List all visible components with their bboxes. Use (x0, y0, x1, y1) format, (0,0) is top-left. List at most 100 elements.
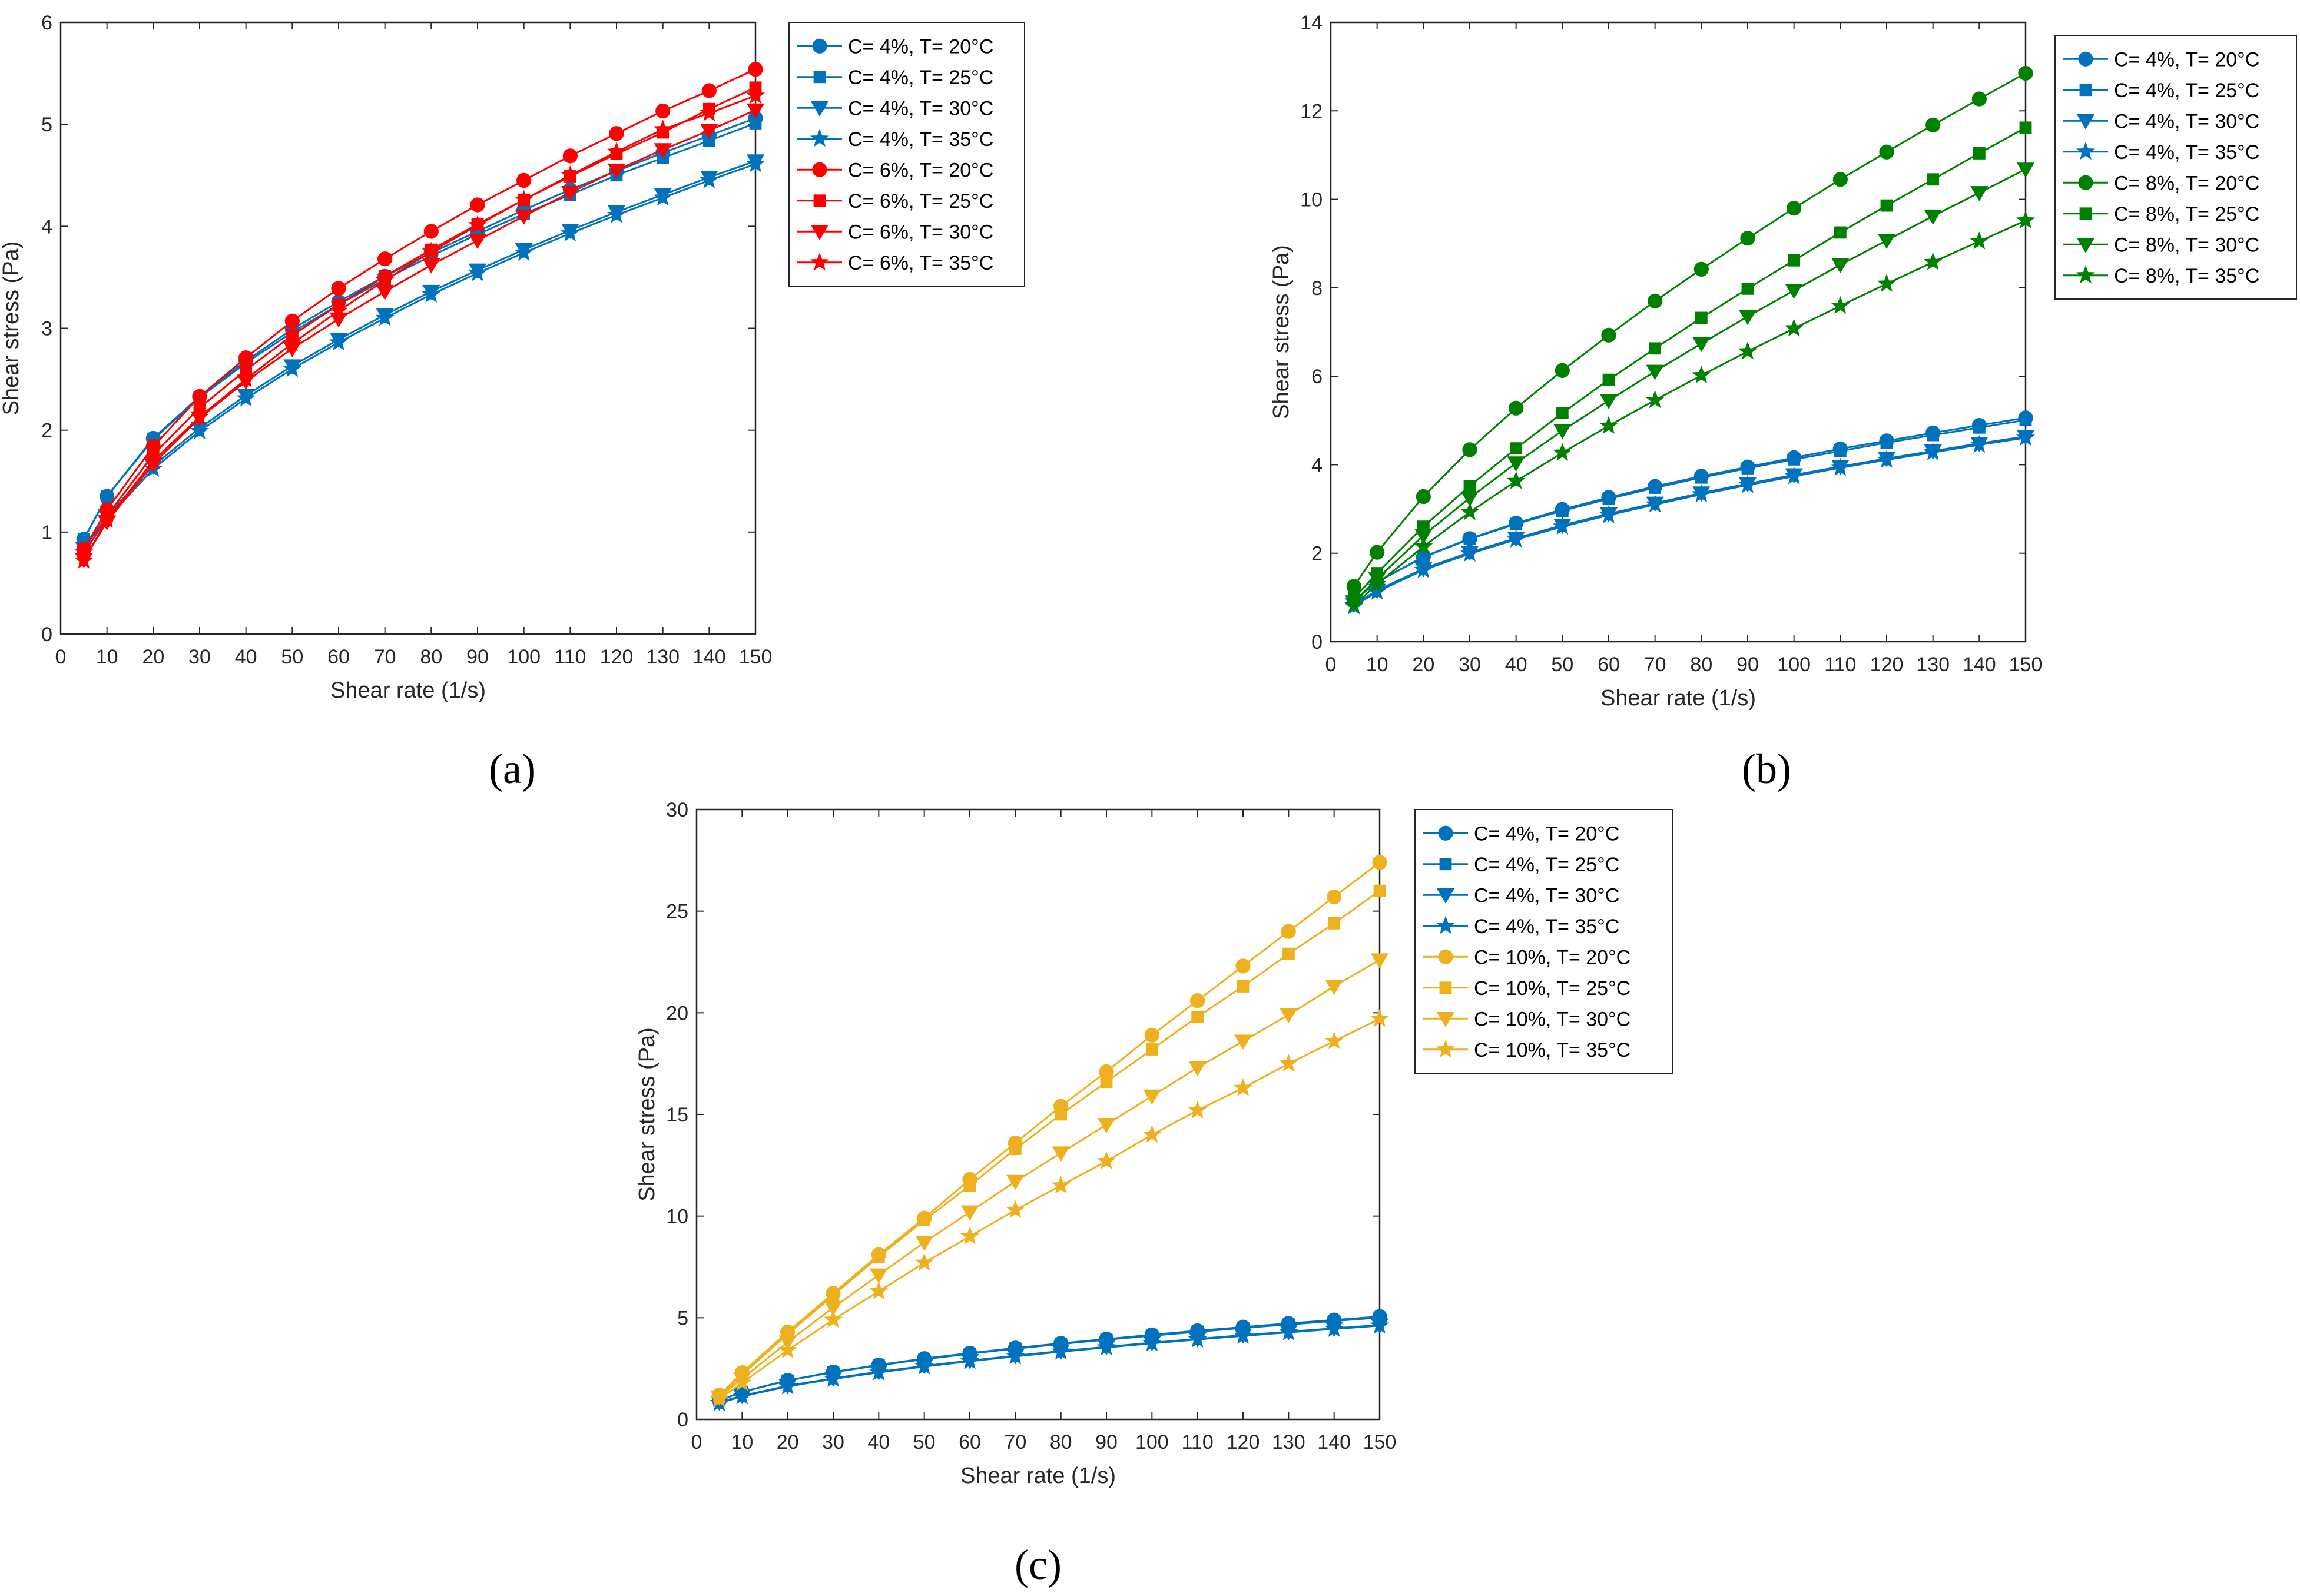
data-point (1414, 529, 1433, 545)
data-point (869, 1362, 889, 1381)
legend-marker (2076, 265, 2096, 284)
x-tick-label: 50 (1551, 653, 1573, 676)
legend-item: C= 4%, T= 30°C (1423, 884, 1619, 907)
series-line (1353, 435, 2026, 606)
data-point (701, 83, 717, 98)
data-point (514, 190, 533, 208)
data-point (1188, 1100, 1207, 1119)
data-point (2019, 121, 2032, 134)
data-point (1831, 258, 1850, 274)
series-5 (1346, 65, 2033, 594)
x-tick-label: 40 (867, 1431, 890, 1454)
data-point (746, 103, 765, 119)
legend-item: C= 6%, T= 30°C (797, 221, 993, 243)
data-point (468, 234, 487, 250)
legend-marker (2076, 114, 2095, 130)
x-tick-label: 30 (1459, 653, 1481, 676)
legend-label: C= 8%, T= 25°C (2114, 203, 2259, 225)
data-point (700, 170, 719, 189)
data-point (377, 251, 393, 267)
data-point (872, 1250, 885, 1263)
data-point (284, 313, 300, 329)
series-4 (710, 1315, 1390, 1411)
series-line (718, 890, 1380, 1398)
data-point (733, 1386, 752, 1405)
data-point (1144, 1027, 1159, 1043)
data-point (609, 126, 624, 141)
legend-item: C= 4%, T= 25°C (797, 67, 993, 89)
y-tick-label: 4 (41, 215, 52, 238)
y-tick-label: 20 (666, 1002, 688, 1024)
x-tick-label: 80 (1690, 653, 1712, 676)
data-point (607, 142, 627, 160)
data-point (1234, 1034, 1252, 1050)
data-point (1880, 199, 1893, 212)
data-point (1051, 1342, 1071, 1360)
x-tick-label: 150 (739, 646, 773, 668)
y-tick-label: 6 (1311, 366, 1323, 388)
data-point (1370, 1008, 1390, 1027)
data-point (1509, 400, 1524, 416)
series-line (83, 109, 756, 560)
data-point (1784, 466, 1804, 485)
data-point (745, 85, 765, 104)
data-point (236, 389, 256, 407)
data-point (1096, 1151, 1116, 1170)
data-point (1370, 1315, 1390, 1334)
legend-marker (812, 162, 827, 177)
data-point (1414, 560, 1433, 578)
y-tick-label: 10 (1300, 189, 1323, 211)
data-point (1553, 424, 1572, 440)
x-tick-label: 40 (1505, 653, 1527, 676)
data-point (1741, 282, 1754, 295)
data-point (1738, 341, 1758, 360)
x-tick-label: 0 (55, 646, 67, 668)
legend-item: C= 10%, T= 30°C (1423, 1008, 1630, 1030)
x-tick-label: 140 (692, 646, 726, 668)
data-point (1599, 505, 1619, 523)
data-point (562, 148, 578, 164)
series-4 (1344, 427, 2036, 615)
legend-item: C= 8%, T= 30°C (2063, 234, 2259, 256)
x-tick-label: 110 (1182, 1431, 1214, 1454)
data-point (283, 333, 302, 352)
legend-label: C= 4%, T= 20°C (848, 35, 993, 58)
plot-area (1330, 21, 2027, 643)
data-point (561, 223, 580, 242)
data-point (869, 1281, 889, 1300)
legend-label: C= 10%, T= 20°C (1474, 946, 1630, 968)
data-point (1788, 254, 1801, 267)
legend-item: C= 4%, T= 25°C (2063, 79, 2259, 102)
legend-label: C= 10%, T= 35°C (1474, 1039, 1630, 1061)
x-tick-label: 20 (1412, 653, 1434, 676)
panel-label: (a) (489, 745, 536, 792)
legend-item: C= 4%, T= 20°C (1423, 822, 1619, 845)
x-tick-label: 50 (913, 1431, 936, 1454)
data-point (607, 205, 627, 223)
x-tick-label: 40 (235, 646, 257, 668)
data-point (1510, 517, 1523, 530)
data-point (1325, 980, 1343, 996)
panel-label: (c) (1015, 1541, 1062, 1588)
legend-label: C= 4%, T= 25°C (2114, 79, 2259, 102)
data-point (329, 332, 349, 351)
x-tick-label: 150 (2009, 653, 2043, 676)
plot-area (59, 21, 757, 635)
data-point (1327, 889, 1342, 905)
y-tick-label: 0 (1311, 631, 1323, 653)
legend-label: C= 4%, T= 25°C (1474, 854, 1619, 876)
legend-label: C= 4%, T= 30°C (2114, 110, 2259, 132)
data-point (1738, 310, 1757, 326)
data-point (1648, 293, 1663, 308)
y-axis-label: Shear stress (Pa) (635, 1027, 659, 1202)
series-line (83, 87, 756, 555)
x-tick-label: 70 (1644, 653, 1666, 676)
data-point (1281, 924, 1296, 939)
data-point (1553, 443, 1572, 461)
data-point (1462, 442, 1477, 457)
data-point (1692, 484, 1711, 503)
x-tick-label: 0 (1325, 653, 1337, 676)
legend-label: C= 4%, T= 25°C (848, 67, 993, 89)
data-point (914, 1356, 934, 1375)
data-point (1971, 91, 1987, 107)
